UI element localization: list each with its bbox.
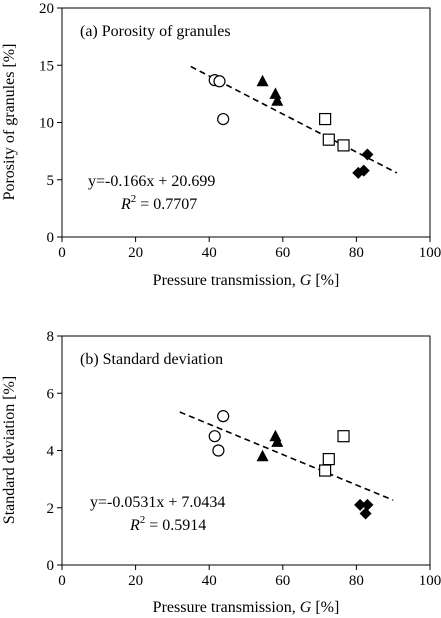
- x-tick-label: 80: [349, 245, 364, 261]
- x-axis-label-variable: G: [300, 272, 312, 289]
- x-tick-label: 80: [349, 573, 364, 589]
- x-tick-label: 40: [202, 573, 217, 589]
- filled-triangle-point: [256, 449, 269, 462]
- y-tick-label: 2: [47, 501, 55, 517]
- open-square-point: [319, 464, 332, 477]
- open-circle-point: [213, 75, 226, 88]
- filled-diamond-point: [361, 148, 374, 161]
- x-tick-label: 20: [128, 573, 143, 589]
- x-tick-label: 0: [58, 573, 66, 589]
- open-circle-point: [208, 430, 221, 443]
- filled-diamond-point: [357, 164, 370, 177]
- y-axis-label: Porosity of granules [%]: [1, 44, 18, 201]
- y-tick-label: 15: [39, 58, 54, 74]
- filled-diamond-point: [361, 498, 374, 511]
- plot-area-border: [61, 335, 431, 566]
- open-circle-point: [217, 112, 230, 126]
- trendline-equation: y=-0.166x + 20.699: [88, 173, 215, 190]
- r-squared-label: R2 = 0.7707: [120, 193, 197, 213]
- open-circle-point: [212, 444, 225, 457]
- y-tick-label: 8: [47, 329, 55, 345]
- r-squared-symbol: R: [120, 196, 131, 213]
- open-circle-point: [217, 410, 230, 423]
- y-axis-label: Standard deviation [%]: [1, 376, 18, 524]
- open-square-point: [322, 452, 335, 466]
- open-square-point: [319, 112, 332, 126]
- chart-panel-a: (a) Porosity of granules y=-0.166x + 20.…: [1, 1, 441, 289]
- x-tick-label: 0: [58, 245, 66, 261]
- trendline-equation: y=-0.0531x + 7.0434: [90, 494, 225, 511]
- panel-title: (b) Standard deviation: [80, 351, 223, 368]
- chart-panel-b: (b) Standard deviation y=-0.0531x + 7.04…: [1, 329, 441, 616]
- x-tick-label: 60: [275, 573, 290, 589]
- filled-diamond-point: [359, 507, 372, 520]
- r-squared-value: = 0.5914: [145, 517, 206, 534]
- filled-triangle-point: [256, 74, 269, 87]
- r-squared-symbol: R: [129, 517, 140, 534]
- open-square-point: [337, 430, 350, 443]
- open-square-point: [337, 139, 350, 152]
- y-tick-label: 10: [39, 116, 54, 132]
- x-axis-label-prefix: Pressure transmission,: [153, 272, 300, 289]
- r-squared-exponent: 2: [140, 514, 146, 526]
- filled-triangle-point: [271, 94, 284, 106]
- x-tick-label: 100: [419, 245, 441, 261]
- y-tick-label: 6: [47, 386, 55, 402]
- filled-triangle-point: [269, 87, 282, 99]
- panel-title: (a) Porosity of granules: [80, 23, 231, 40]
- trendline: [179, 411, 394, 501]
- r-squared-value: = 0.7707: [136, 196, 197, 213]
- y-tick-label: 20: [39, 1, 54, 17]
- filled-triangle-point: [271, 435, 284, 447]
- y-tick-label: 4: [47, 444, 55, 460]
- x-axis-label-prefix: Pressure transmission,: [153, 599, 300, 616]
- x-tick-label: 60: [275, 245, 290, 261]
- plot-area-border: [61, 7, 431, 238]
- filled-diamond-point: [354, 498, 367, 511]
- x-axis-label-suffix: [%]: [311, 599, 339, 616]
- x-tick-label: 40: [202, 245, 217, 261]
- x-axis-label: Pressure transmission, G [%]: [153, 599, 340, 616]
- r-squared-label: R2 = 0.5914: [129, 514, 206, 534]
- r-squared-exponent: 2: [131, 193, 137, 205]
- x-axis-label: Pressure transmission, G [%]: [153, 272, 340, 289]
- y-tick-label: 5: [47, 173, 55, 189]
- x-axis-label-suffix: [%]: [311, 272, 339, 289]
- x-axis-label-variable: G: [300, 599, 312, 616]
- y-tick-label: 0: [47, 558, 55, 574]
- x-tick-label: 20: [128, 245, 143, 261]
- y-tick-label: 0: [47, 230, 55, 246]
- open-square-point: [322, 133, 335, 146]
- x-tick-label: 100: [419, 573, 441, 589]
